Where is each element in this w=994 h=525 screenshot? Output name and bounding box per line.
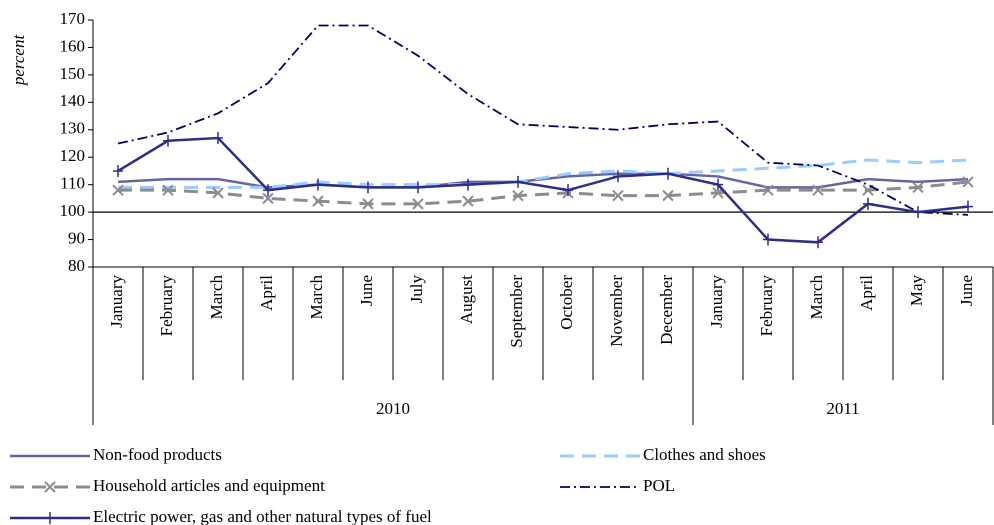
group-label: 2010 [376, 399, 410, 418]
point-marker [263, 184, 273, 197]
x-tick-label: May [907, 275, 926, 307]
point-marker [113, 164, 123, 177]
legend-marker [44, 481, 56, 493]
point-marker [812, 184, 824, 196]
x-tick-label: April [257, 275, 276, 311]
point-marker [963, 200, 973, 213]
point-marker [913, 206, 923, 219]
group-label: 2011 [826, 399, 859, 418]
y-tick-label: 140 [60, 91, 86, 110]
point-marker [863, 197, 873, 210]
x-tick-label: December [657, 275, 676, 345]
x-tick-label: February [157, 275, 176, 337]
x-tick-label: March [207, 275, 226, 320]
point-marker [563, 184, 573, 197]
y-tick-label: 80 [68, 256, 85, 275]
point-marker [463, 178, 473, 191]
point-marker [413, 181, 423, 194]
point-marker [613, 170, 623, 183]
y-axis-label: percent [9, 34, 28, 87]
legend-label: Electric power, gas and other natural ty… [93, 507, 432, 525]
x-tick-label: March [307, 275, 326, 320]
y-tick-label: 170 [60, 9, 86, 28]
y-tick-label: 100 [60, 201, 86, 220]
x-tick-label: January [707, 275, 726, 328]
x-tick-label: June [357, 275, 376, 306]
point-marker [912, 181, 924, 194]
point-marker [813, 236, 823, 249]
point-marker [362, 198, 374, 210]
legend-marker [45, 512, 55, 524]
x-tick-label: July [407, 275, 426, 304]
y-tick-label: 90 [68, 228, 85, 247]
point-marker [212, 187, 224, 199]
point-marker [763, 233, 773, 246]
point-marker [713, 178, 723, 191]
y-tick-label: 150 [60, 64, 86, 83]
point-marker [962, 176, 974, 188]
x-tick-label: February [757, 275, 776, 337]
point-marker [163, 134, 173, 147]
point-marker [663, 167, 673, 180]
legend-label: Clothes and shoes [643, 445, 766, 464]
point-marker [312, 195, 324, 207]
x-tick-label: October [557, 275, 576, 330]
legend-label: Household articles and equipment [93, 476, 325, 495]
x-tick-label: April [857, 275, 876, 311]
point-marker [412, 198, 424, 210]
series-line [118, 180, 969, 206]
legend-label: Non-food products [93, 445, 222, 464]
y-tick-label: 130 [60, 119, 86, 138]
series-line [117, 136, 969, 244]
x-tick-label: March [807, 275, 826, 320]
point-marker [162, 184, 174, 196]
point-marker [662, 189, 674, 202]
point-marker [762, 184, 774, 196]
y-tick-label: 120 [60, 146, 86, 165]
point-marker [262, 192, 274, 205]
point-marker [513, 175, 523, 188]
point-marker [363, 181, 373, 194]
point-marker [313, 178, 323, 191]
x-tick-label: January [107, 275, 126, 328]
x-tick-label: June [957, 275, 976, 306]
y-tick-label: 110 [60, 174, 85, 193]
series-line [117, 24, 969, 216]
x-tick-label: September [507, 275, 526, 348]
point-marker [213, 132, 223, 145]
point-marker [112, 184, 124, 196]
legend-label: POL [643, 476, 675, 495]
series-line [118, 158, 969, 189]
y-tick-label: 160 [60, 36, 86, 55]
point-marker [612, 189, 624, 202]
x-tick-label: November [607, 275, 626, 347]
point-marker [512, 189, 524, 202]
x-tick-label: August [457, 275, 476, 324]
point-marker [462, 195, 474, 207]
